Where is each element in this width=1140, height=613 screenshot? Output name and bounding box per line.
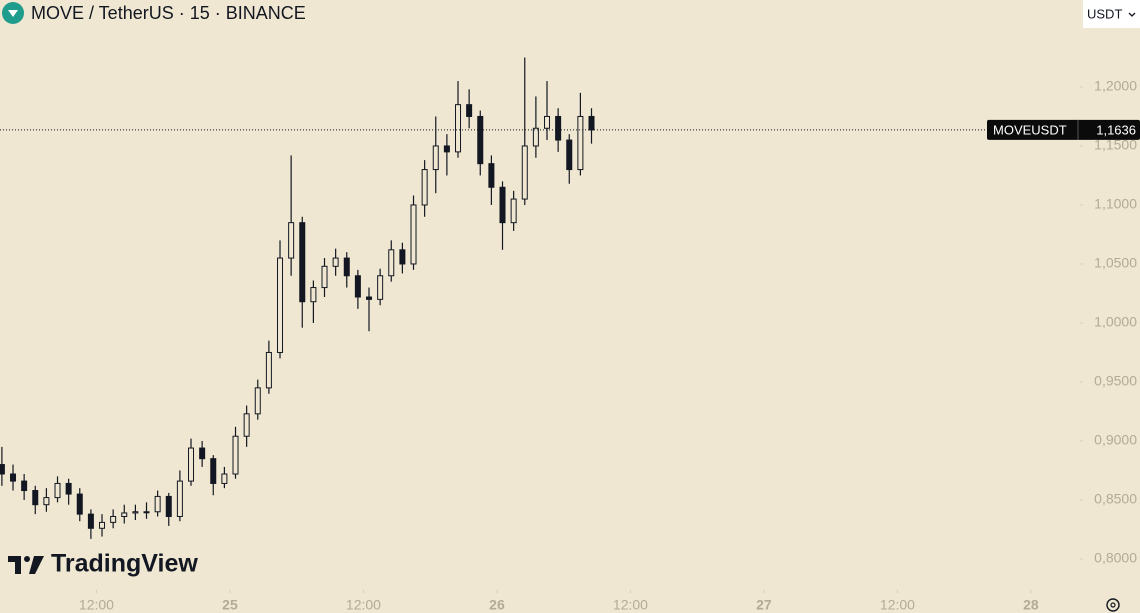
candle-body xyxy=(354,275,361,298)
candle-body xyxy=(455,104,462,153)
candle-body xyxy=(310,287,317,303)
symbol-label: MOVEUSDT xyxy=(993,122,1067,137)
candle-body xyxy=(76,493,83,515)
candle-body xyxy=(377,275,384,300)
candle-body xyxy=(555,115,562,141)
candle-body xyxy=(443,145,450,153)
x-tick-label: 28 xyxy=(1023,597,1039,613)
x-tick-label: 12:00 xyxy=(79,597,114,613)
watermark: TradingView xyxy=(8,550,198,578)
candle-body xyxy=(21,480,28,492)
candle-body xyxy=(221,473,228,484)
candle-body xyxy=(532,127,539,147)
candle-body xyxy=(566,139,573,171)
last-price-label: 1,1636 xyxy=(1096,122,1136,137)
candle-body xyxy=(110,515,117,523)
x-tick-label: 27 xyxy=(756,597,772,613)
candle-body xyxy=(188,447,195,482)
y-tick-label: 1,0000 xyxy=(1094,314,1137,330)
candle-body xyxy=(199,447,206,460)
candle-body xyxy=(288,222,295,259)
x-tick-label: 25 xyxy=(222,597,238,613)
candle-body xyxy=(544,115,551,129)
candle-body xyxy=(510,198,517,224)
candle-body xyxy=(43,497,50,506)
candle-body xyxy=(277,257,284,353)
candle-body xyxy=(154,495,161,513)
candle-body xyxy=(254,387,261,415)
candle-body xyxy=(521,145,528,200)
candle-body xyxy=(399,249,406,265)
y-tick-label: 0,9500 xyxy=(1094,373,1137,389)
candle-body xyxy=(488,163,495,188)
candle-body xyxy=(577,115,584,171)
candle-body xyxy=(477,115,484,165)
candle-body xyxy=(388,249,395,277)
y-tick-label: 1,1000 xyxy=(1094,196,1137,212)
currency-label[interactable]: USDT xyxy=(1087,6,1122,21)
y-tick-label: 1,2000 xyxy=(1094,78,1137,94)
candle-body xyxy=(210,458,217,484)
candle-body xyxy=(332,257,339,267)
candle-body xyxy=(0,464,5,475)
candle-body xyxy=(143,511,150,514)
y-tick-label: 0,8000 xyxy=(1094,550,1137,566)
watermark-text: TradingView xyxy=(51,550,198,578)
candle-body xyxy=(232,435,239,475)
chart-title: MOVE / TetherUS · 15 · BINANCE xyxy=(31,3,306,23)
candle-body xyxy=(32,490,39,506)
settings-icon[interactable] xyxy=(1106,598,1120,612)
x-tick-label: 12:00 xyxy=(346,597,381,613)
candle-body xyxy=(176,480,183,517)
candle-body xyxy=(588,115,595,131)
last-price-tag xyxy=(987,119,1140,140)
candle-body xyxy=(65,482,72,495)
candle-body xyxy=(54,482,61,499)
candle-body xyxy=(410,204,417,265)
candles: MOVEUSDT 1,1636 xyxy=(0,57,1140,539)
x-tick-label: 12:00 xyxy=(880,597,915,613)
candle-body xyxy=(99,521,106,529)
candle-body xyxy=(265,351,272,389)
y-tick-label: 1,1500 xyxy=(1094,137,1137,153)
currency-button[interactable]: USDT xyxy=(1083,0,1140,28)
candle-body xyxy=(499,186,506,224)
candle-body xyxy=(432,145,439,171)
candle-body xyxy=(243,413,250,437)
candle-body xyxy=(421,169,428,206)
axes: 0,8000 0,8500 0,9000 0,9500 1,0000 1,0500 1,10… xyxy=(79,78,1137,613)
candle-body xyxy=(10,473,17,482)
x-tick-label: 26 xyxy=(489,597,505,613)
x-tick-label: 12:00 xyxy=(613,597,648,613)
candle-body xyxy=(366,296,373,300)
candle-body xyxy=(121,512,128,517)
candle-body xyxy=(87,513,94,529)
y-tick-label: 0,8500 xyxy=(1094,491,1137,507)
candle-body xyxy=(466,104,473,117)
y-tick-label: 0,9000 xyxy=(1094,432,1137,448)
candle-body xyxy=(321,265,328,289)
candle-body xyxy=(132,511,139,514)
symbol-logo xyxy=(2,2,24,24)
candle-body xyxy=(299,222,306,303)
candle-body xyxy=(343,257,350,277)
candle-body xyxy=(165,495,172,517)
y-tick-label: 1,0500 xyxy=(1094,255,1137,271)
